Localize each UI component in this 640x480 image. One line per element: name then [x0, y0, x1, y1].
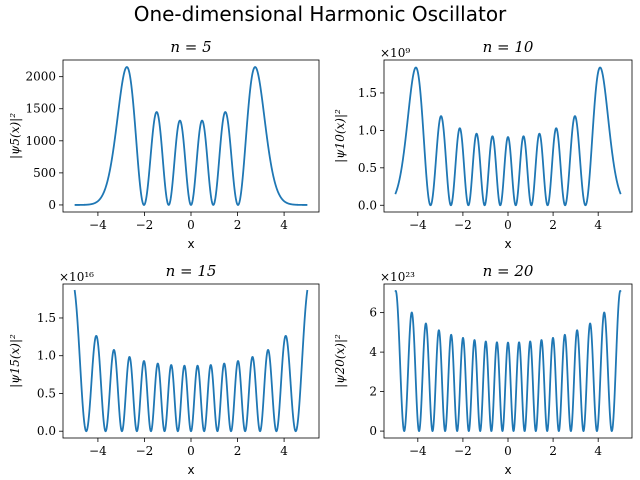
y-tick-label: 0.5: [37, 386, 56, 400]
subplot-title: n = 20: [483, 262, 534, 280]
y-axis-label: |ψ15(x)|²: [8, 334, 22, 388]
y-tick-label: 1.0: [37, 349, 56, 363]
series-line-n15: [73, 289, 309, 433]
y-tick-label: 2: [369, 385, 377, 399]
subplot-title: n = 10: [483, 38, 534, 56]
series-line-n20: [394, 290, 622, 432]
x-tick-label: 2: [549, 444, 557, 458]
figure-title: One-dimensional Harmonic Oscillator: [134, 2, 507, 26]
y-tick-label: 1000: [25, 134, 56, 148]
y-tick-label: 1.5: [37, 311, 56, 325]
y-tick-label: 4: [369, 345, 377, 359]
y-tick-label: 0.0: [37, 424, 56, 438]
x-tick-label: 0: [504, 444, 512, 458]
x-tick-label: −2: [136, 218, 154, 232]
y-tick-label: 2000: [25, 70, 56, 84]
x-axis-label: x: [504, 237, 511, 251]
y-axis-label: |ψ20(x)|²: [333, 334, 347, 388]
subplot-n10: −4 −2 0 2 4 0.0 0.5 1.0 1.5 n = 10 x |ψ10(x)|² ×10⁹: [333, 38, 633, 251]
x-tick-label: −4: [89, 218, 107, 232]
y-tick-label: 1.0: [358, 123, 377, 137]
x-tick-label: 4: [280, 444, 288, 458]
y-tick-label: 1500: [25, 102, 56, 116]
x-tick-label: 2: [234, 444, 242, 458]
x-tick-label: 4: [280, 218, 288, 232]
subplot-n5: −4 −2 0 2 4 0 500 1000 1500 2000 n = 5 x |ψ5(x)|²: [8, 38, 320, 251]
y-tick-label: 0.0: [358, 198, 377, 212]
x-axis-label: x: [187, 463, 194, 477]
x-axis-label: x: [504, 463, 511, 477]
x-tick-label: −4: [409, 444, 427, 458]
series-line-n10: [394, 66, 622, 207]
y-tick-label: 0.5: [358, 161, 377, 175]
subplot-n20: −4 −2 0 2 4 0 2 4 6 n = 20 x |ψ20(x)|² ×10²³: [333, 262, 633, 477]
x-tick-label: 4: [594, 444, 602, 458]
series-line-n5: [73, 66, 309, 206]
y-axis-label: |ψ10(x)|²: [333, 109, 347, 163]
y-tick-label: 0: [369, 424, 377, 438]
x-tick-label: −2: [136, 444, 154, 458]
x-tick-label: −2: [454, 218, 472, 232]
x-tick-label: −4: [89, 444, 107, 458]
x-tick-label: −4: [409, 218, 427, 232]
x-tick-label: 0: [187, 218, 195, 232]
x-axis-label: x: [187, 237, 194, 251]
y-axis-label: |ψ5(x)|²: [8, 113, 22, 159]
subplot-title: n = 5: [170, 38, 211, 56]
x-tick-label: 0: [187, 444, 195, 458]
x-tick-label: 4: [594, 218, 602, 232]
subplot-title: n = 15: [166, 262, 217, 280]
y-tick-label: 1.5: [358, 86, 377, 100]
axes-frame: [383, 59, 633, 213]
subplot-n15: −4 −2 0 2 4 0.0 0.5 1.0 1.5 n = 15 x |ψ15(x)|² ×10¹⁶: [8, 262, 320, 477]
y-axis-offset-text: ×10²³: [380, 270, 415, 284]
axes-frame: [62, 59, 320, 213]
y-tick-label: 6: [369, 306, 377, 320]
y-axis-offset-text: ×10¹⁶: [59, 270, 94, 284]
y-tick-label: 0: [48, 198, 56, 212]
x-tick-label: 2: [234, 218, 242, 232]
x-tick-label: 2: [549, 218, 557, 232]
axes-frame: [62, 283, 320, 439]
y-tick-label: 500: [33, 166, 56, 180]
x-tick-label: −2: [454, 444, 472, 458]
x-tick-label: 0: [504, 218, 512, 232]
y-axis-offset-text: ×10⁹: [380, 46, 410, 60]
